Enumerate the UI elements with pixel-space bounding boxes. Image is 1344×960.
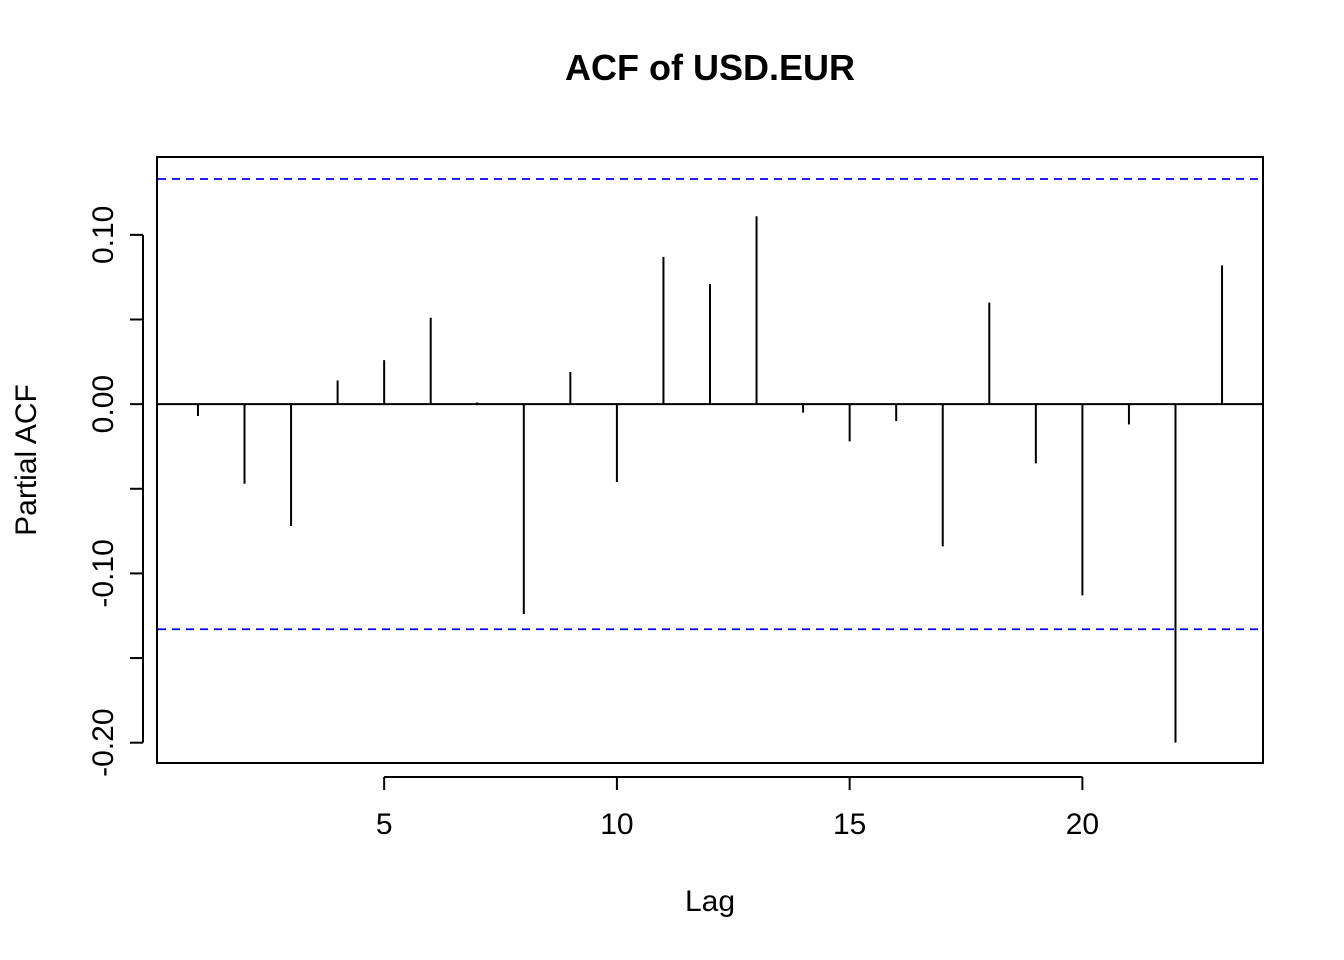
x-axis: 5 10 15 20 <box>376 776 1099 841</box>
x-axis-label: Lag <box>685 885 735 918</box>
y-tick-label: 0.00 <box>87 375 120 433</box>
x-tick-label: 15 <box>833 808 866 841</box>
y-tick-label: -0.10 <box>87 539 120 607</box>
y-axis: -0.20 -0.10 0.00 0.10 <box>87 206 144 777</box>
y-axis-label: Partial ACF <box>10 384 43 536</box>
pacf-bars <box>196 216 1224 743</box>
y-tick-label: 0.10 <box>87 206 120 264</box>
x-tick-label: 5 <box>376 808 393 841</box>
chart-title: ACF of USD.EUR <box>565 47 855 88</box>
plot-frame <box>156 156 1264 764</box>
x-tick-label: 20 <box>1066 808 1099 841</box>
x-tick-label: 10 <box>600 808 633 841</box>
confidence-bounds <box>158 178 1262 631</box>
y-tick-label: -0.20 <box>87 708 120 776</box>
